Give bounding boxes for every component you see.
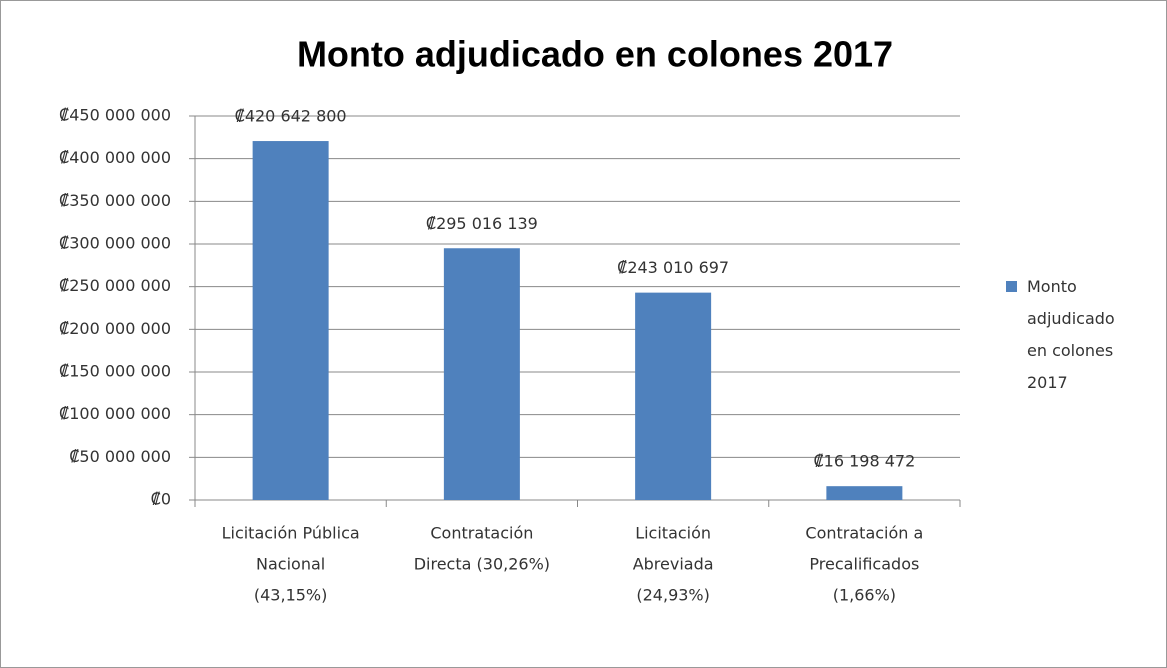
- x-tick-label: (43,15%): [254, 586, 328, 605]
- data-label: ₡16 198 472: [813, 452, 915, 471]
- y-tick-label: ₡350 000 000: [59, 191, 171, 210]
- y-tick-label: ₡200 000 000: [59, 319, 171, 338]
- x-tick-label: Directa (30,26%): [414, 555, 550, 574]
- chart-title: Monto adjudicado en colones 2017: [297, 34, 893, 75]
- y-tick-label: ₡100 000 000: [59, 404, 171, 423]
- bar: [826, 486, 903, 500]
- x-tick-label: Contratación: [430, 524, 533, 543]
- data-label: ₡243 010 697: [617, 258, 729, 277]
- x-tick-label: Abreviada: [633, 555, 714, 574]
- x-tick-label: (24,93%): [636, 586, 710, 605]
- bar: [635, 292, 712, 500]
- y-tick-label: ₡300 000 000: [59, 234, 171, 253]
- y-tick-label: ₡0: [151, 490, 171, 509]
- x-tick-label: Nacional: [256, 555, 325, 574]
- x-tick-label: Contratación a: [805, 524, 923, 543]
- legend-label: Monto adjudicado en colones 2017: [1027, 277, 1115, 392]
- y-tick-label: ₡150 000 000: [59, 362, 171, 381]
- y-tick-label: ₡50 000 000: [69, 447, 171, 466]
- x-tick-label: Precalificados: [809, 555, 919, 574]
- x-tick-label: Licitación: [635, 524, 711, 543]
- data-label: ₡295 016 139: [426, 214, 538, 233]
- y-tick-label: ₡250 000 000: [59, 276, 171, 295]
- bar: [252, 141, 329, 500]
- legend-swatch: [1006, 281, 1017, 292]
- x-tick-label: Licitación Pública: [222, 524, 360, 543]
- data-label: ₡420 642 800: [235, 107, 347, 126]
- y-tick-label: ₡450 000 000: [59, 106, 171, 125]
- y-tick-label: ₡400 000 000: [59, 148, 171, 167]
- bar: [443, 248, 520, 500]
- x-tick-label: (1,66%): [833, 586, 896, 605]
